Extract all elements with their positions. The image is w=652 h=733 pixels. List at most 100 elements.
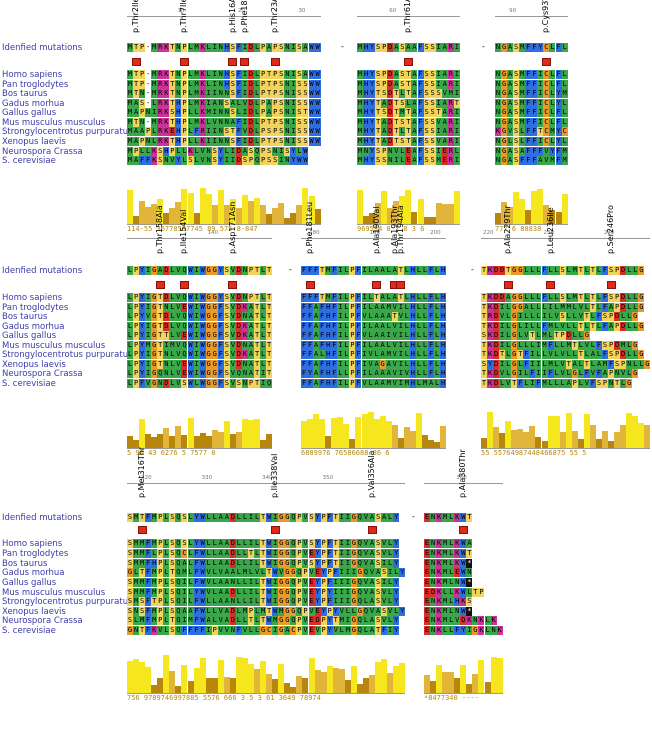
residue: N xyxy=(495,108,502,117)
residue: V xyxy=(175,360,182,369)
residue: I xyxy=(453,80,460,89)
conservation-bar xyxy=(381,658,388,693)
residue: N xyxy=(223,118,230,127)
residue: I xyxy=(397,369,404,378)
residue: P xyxy=(260,80,267,89)
residue: A xyxy=(223,559,230,568)
residue: P xyxy=(248,156,255,165)
residue: A xyxy=(313,331,320,340)
conservation-bar xyxy=(193,667,200,693)
residue: I xyxy=(290,99,297,108)
residue: A xyxy=(223,588,230,597)
residue: T xyxy=(157,293,164,302)
residue: V xyxy=(302,539,309,548)
residue: L xyxy=(235,99,242,108)
residue: Q xyxy=(175,559,182,568)
residue: T xyxy=(169,80,176,89)
conservation-bar xyxy=(169,670,176,693)
residue: G xyxy=(356,568,363,577)
residue: F xyxy=(602,322,609,331)
residue: Q xyxy=(356,559,363,568)
residue: S xyxy=(127,616,134,625)
residue: T xyxy=(393,89,400,98)
residue: T xyxy=(266,266,273,275)
residue: Q xyxy=(356,588,363,597)
residue: T xyxy=(254,369,261,378)
residue: G xyxy=(511,369,518,378)
residue: P xyxy=(381,43,388,52)
residue: L xyxy=(595,303,602,312)
position-tick: 200 xyxy=(430,230,441,236)
residue: D xyxy=(163,312,170,321)
residue: V xyxy=(278,568,285,577)
residue: L xyxy=(205,559,212,568)
residue: N xyxy=(133,626,140,635)
residue: I xyxy=(229,156,236,165)
residue: L xyxy=(415,293,422,302)
residue: E xyxy=(424,616,431,625)
residue: L xyxy=(367,293,374,302)
residue: Y xyxy=(217,293,224,302)
residue: L xyxy=(319,350,326,359)
residue: L xyxy=(133,568,140,577)
residue: H xyxy=(440,369,447,378)
residue: L xyxy=(385,322,392,331)
residue: T xyxy=(139,513,146,522)
residue: M xyxy=(519,80,526,89)
residue: L xyxy=(187,118,194,127)
conservation-bar xyxy=(145,433,152,448)
residue: P xyxy=(157,513,164,522)
residue: L xyxy=(193,156,200,165)
residue: L xyxy=(211,607,218,616)
residue: W xyxy=(314,118,321,127)
residue: I xyxy=(229,147,236,156)
residue: A xyxy=(381,513,388,522)
residue: W xyxy=(187,322,194,331)
residue: G xyxy=(284,616,291,625)
identified-mutations-label: Idenfied mutations xyxy=(2,513,83,523)
residue: M xyxy=(127,137,134,146)
residue: I xyxy=(453,43,460,52)
residue: L xyxy=(565,350,572,359)
residue: D xyxy=(248,80,255,89)
residue: F xyxy=(595,369,602,378)
residue: V xyxy=(308,568,315,577)
conservation-bar xyxy=(453,190,460,224)
residue: W xyxy=(266,549,273,558)
conservation-bar xyxy=(278,663,285,693)
residue: M xyxy=(151,539,158,548)
residue: A xyxy=(313,350,320,359)
residue: L xyxy=(367,322,374,331)
residue: I xyxy=(248,539,255,548)
residue: T xyxy=(499,350,506,359)
residue: I xyxy=(537,99,544,108)
residue: G xyxy=(205,312,212,321)
mutation-marker xyxy=(137,526,147,534)
residue: A xyxy=(381,127,388,136)
conservation-bar xyxy=(430,680,437,693)
residue: G xyxy=(151,293,158,302)
residue: H xyxy=(454,597,461,606)
conservation-bar xyxy=(349,438,356,448)
residue: A xyxy=(248,369,255,378)
residue: S xyxy=(513,70,520,79)
residue: I xyxy=(393,156,400,165)
residue: L xyxy=(254,137,261,146)
residue: S xyxy=(429,43,436,52)
mutation-marker xyxy=(179,281,189,289)
residue: T xyxy=(481,379,488,388)
residue: S xyxy=(423,156,430,165)
residue: F xyxy=(193,616,200,625)
conservation-bar xyxy=(163,213,170,224)
residue: L xyxy=(151,137,158,146)
residue: S xyxy=(223,360,230,369)
residue: W xyxy=(187,293,194,302)
residue: I xyxy=(385,331,392,340)
residue: S xyxy=(423,137,430,146)
residue: M xyxy=(325,293,332,302)
residue: A xyxy=(441,127,448,136)
residue: F xyxy=(531,156,538,165)
residue: V xyxy=(381,597,388,606)
residue: C xyxy=(561,127,568,136)
residue: M xyxy=(357,99,364,108)
